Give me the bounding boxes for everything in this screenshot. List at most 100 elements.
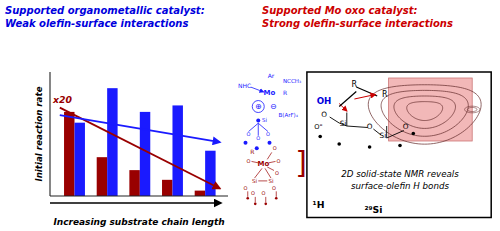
- sketch-label: O": [314, 123, 322, 131]
- sketch-bond: [276, 191, 277, 197]
- sketch-label: Si: [380, 131, 387, 140]
- plot-area: [60, 88, 220, 196]
- sketch-label: O: [247, 131, 251, 137]
- sketch-label: O: [367, 122, 373, 131]
- bar: [129, 170, 139, 196]
- sketch-label: ⊕: [255, 102, 262, 111]
- title: Supported Mo oxo catalyst: Strong olefin-…: [262, 5, 453, 29]
- x-axis-line: [50, 195, 228, 196]
- sketch-label: Mo: [264, 89, 276, 97]
- annotation: x20: [52, 94, 72, 105]
- bar: [64, 112, 74, 196]
- bar: [172, 105, 182, 196]
- sketch-label: NCCH₃: [283, 78, 301, 84]
- sketch-bond: [347, 126, 368, 128]
- sketch-label: NHC: [238, 82, 251, 89]
- sketch-dot: [412, 132, 416, 136]
- sketch-label: Si: [262, 117, 267, 123]
- sketch-label: O: [275, 170, 279, 176]
- sketch-arrow: [354, 95, 375, 100]
- sketch-label: Si: [268, 178, 273, 184]
- nmr-contour: [407, 102, 443, 121]
- x-axis-arrow: [50, 202, 221, 204]
- sketch-label: O: [277, 158, 281, 164]
- sketch-bond: [339, 92, 356, 107]
- annotation-line: Supported organometallic catalyst:: [5, 5, 205, 16]
- sketch-label: Mo: [258, 160, 270, 168]
- bar: [195, 191, 205, 196]
- sketch-arrow: [251, 87, 264, 92]
- sketch-dot: [268, 141, 272, 145]
- sketch-label: R: [250, 148, 254, 155]
- sketch-bond: [269, 161, 276, 162]
- nmr-contour: [465, 106, 480, 113]
- annotation-line: Strong olefin-surface interactions: [262, 18, 453, 29]
- bar: [205, 151, 215, 196]
- trend-arrow: [60, 115, 220, 142]
- sketch-bond: [346, 113, 347, 127]
- sketch-label: B(ArF)₄: [279, 112, 299, 118]
- annotation-line: Supported Mo oxo catalyst:: [262, 5, 418, 16]
- sketch-dot: [275, 197, 278, 200]
- sketch-dot: [246, 197, 249, 200]
- sketch-dot: [256, 118, 260, 122]
- sketch-bond: [330, 117, 340, 123]
- nmr-contour: [467, 107, 477, 111]
- bar: [97, 157, 107, 196]
- sketch-label: ²⁹Si: [364, 204, 382, 215]
- nmr-contour: [368, 85, 481, 144]
- bar: [162, 180, 172, 196]
- sketch-label: O: [272, 185, 276, 191]
- sketch-dot: [244, 141, 248, 145]
- sketch-label: R: [352, 80, 358, 89]
- sketch-label: O: [321, 110, 327, 119]
- sketch-dot: [254, 203, 257, 206]
- sketch-label: ⊖: [270, 102, 277, 111]
- sketch-label: O: [256, 135, 260, 141]
- sketch-label: O: [247, 158, 251, 164]
- annotation-line: surface-olefin H bonds: [351, 181, 449, 191]
- panel-border: [307, 72, 491, 218]
- panel-caption: 2D solid-state NMR reveals surface-olefin…: [341, 169, 459, 191]
- bar: [107, 88, 117, 196]
- sketch-label: ¹H: [313, 199, 325, 210]
- bar: [74, 123, 84, 196]
- sketch-label: R: [283, 89, 287, 96]
- sketch-dot: [337, 142, 341, 146]
- sketch-label: O: [244, 185, 248, 191]
- sketch-circle: [252, 101, 264, 113]
- y-axis-line: [49, 72, 50, 196]
- sketch-bond: [386, 126, 387, 138]
- sketch-dot: [264, 203, 267, 206]
- sketch-arrow: [339, 104, 347, 112]
- sketch-bond: [247, 191, 248, 197]
- sketch-bond: [265, 168, 271, 178]
- sketch-label: O: [251, 190, 255, 196]
- sketch-dot: [398, 144, 402, 148]
- sketch-label: Si: [340, 119, 347, 128]
- sketch-label: Ar: [268, 72, 275, 79]
- sketch-label: ]: [295, 145, 307, 180]
- sketch-label: O: [266, 131, 270, 137]
- sketch-label: R: [382, 90, 388, 99]
- sketch-bond: [258, 123, 259, 136]
- chart: Supported organometallic catalyst: Weak o…: [0, 0, 500, 231]
- sketch-dot: [318, 135, 322, 139]
- sketch-bond: [258, 180, 267, 181]
- nmr-contour: [381, 90, 468, 136]
- sketch-bond: [265, 197, 266, 203]
- sketch-dot: [368, 145, 372, 149]
- sketch-bond: [387, 131, 404, 139]
- sketch-label: O: [262, 190, 266, 196]
- sketch-dot: [255, 146, 259, 150]
- sketch-bond: [255, 197, 256, 203]
- title: Supported organometallic catalyst: Weak o…: [5, 5, 205, 29]
- sketch-bond: [267, 152, 272, 159]
- annotation-line: 2D solid-state NMR reveals: [341, 169, 459, 179]
- sketch-label: Si: [252, 178, 257, 184]
- y-axis-label: Initial reaction rate: [34, 86, 44, 181]
- x-axis-label: Increasing substrate chain length: [53, 217, 224, 227]
- sketch-label: OH: [317, 96, 332, 106]
- annotation-line: Weak olefin-surface interactions: [5, 18, 188, 29]
- sketch-label: O: [273, 145, 277, 151]
